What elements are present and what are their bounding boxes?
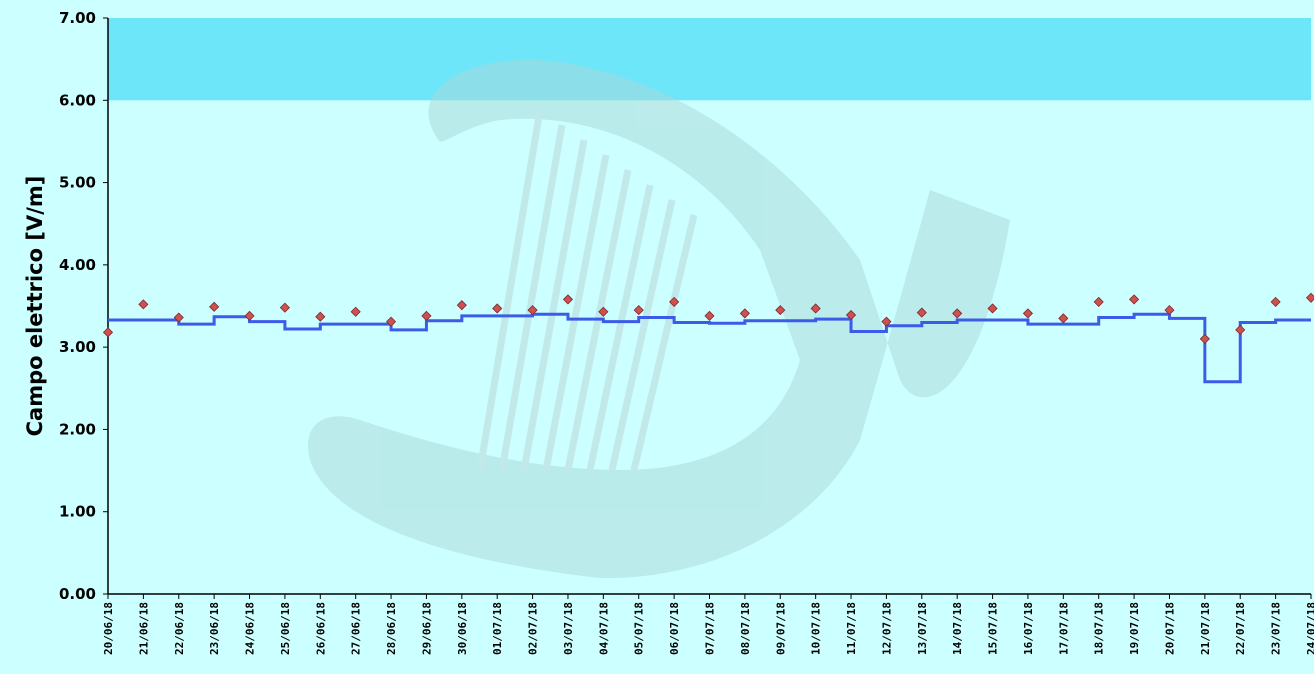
y-tick-label: 7.00 (59, 9, 96, 27)
data-point (987, 303, 998, 314)
x-tick-label: 03/07/18 (562, 602, 575, 655)
data-point (456, 300, 467, 311)
x-tick-label: 21/07/18 (1199, 602, 1212, 655)
data-point (1235, 324, 1246, 335)
x-tick-label: 05/07/18 (633, 602, 646, 655)
x-tick-label: 28/06/18 (385, 602, 398, 655)
y-axis-title: Campo elettrico [V/m] (23, 176, 47, 437)
x-tick-label: 24/07/18 (1305, 602, 1314, 655)
watermark-harp-string (608, 199, 676, 471)
data-point (1022, 308, 1034, 319)
x-tick-label: 17/07/18 (1057, 602, 1070, 655)
watermark-harp-string (520, 139, 588, 471)
x-tick-label: 16/07/18 (1022, 602, 1035, 655)
data-point (279, 302, 290, 313)
data-point (102, 327, 114, 338)
watermark-harp-string (476, 109, 544, 471)
y-tick-label: 1.00 (59, 503, 96, 521)
y-axis-ticks: 0.00 1.00 2.00 3.00 4.00 5.00 6.00 7.00 (59, 9, 108, 603)
data-point (173, 312, 184, 323)
data-point (845, 309, 857, 321)
data-point (1164, 305, 1175, 316)
x-tick-label: 13/07/18 (916, 602, 929, 655)
data-point (1270, 296, 1281, 307)
x-tick-label: 07/07/18 (704, 602, 717, 655)
x-tick-label: 27/06/18 (350, 602, 363, 655)
x-tick-label: 18/07/18 (1093, 602, 1106, 655)
x-tick-label: 19/07/18 (1128, 602, 1141, 655)
data-point (385, 316, 397, 327)
threshold-band (108, 18, 1311, 101)
data-point (598, 306, 609, 317)
x-tick-label: 30/06/18 (456, 602, 469, 655)
x-axis-ticks: 20/06/18 21/06/18 22/06/18 23/06/18 24/06/18… (102, 594, 1314, 655)
data-point (810, 303, 821, 314)
x-tick-label: 24/06/18 (244, 602, 257, 655)
y-tick-label: 2.00 (59, 420, 96, 438)
data-point (1093, 296, 1104, 307)
x-tick-label: 15/07/18 (987, 602, 1000, 655)
data-point (704, 310, 715, 321)
data-point (916, 307, 927, 318)
data-point (633, 305, 644, 316)
x-tick-label: 22/06/18 (173, 602, 186, 655)
y-tick-label: 5.00 (59, 174, 96, 192)
data-point (739, 308, 750, 319)
watermark-harp-logo (308, 59, 1011, 579)
data-point (775, 305, 786, 316)
scatter-points (102, 292, 1314, 344)
watermark-harp-string (586, 184, 654, 471)
data-point (138, 299, 149, 310)
x-tick-label: 29/06/18 (420, 602, 433, 655)
mean-step-line (108, 312, 1311, 384)
x-tick-label: 25/06/18 (279, 602, 292, 655)
x-tick-label: 20/07/18 (1163, 602, 1176, 655)
data-point (562, 294, 574, 305)
y-tick-label: 6.00 (59, 91, 96, 109)
x-tick-label: 12/07/18 (880, 602, 893, 655)
y-tick-label: 0.00 (59, 585, 96, 603)
watermark-harp-strings (476, 109, 698, 471)
data-point (315, 311, 326, 322)
x-tick-label: 04/07/18 (597, 602, 610, 655)
data-point (1305, 292, 1314, 303)
x-tick-label: 10/07/18 (810, 602, 823, 655)
data-point (421, 310, 432, 321)
x-tick-label: 23/06/18 (208, 602, 221, 655)
data-point (881, 316, 892, 327)
x-tick-label: 06/07/18 (668, 602, 681, 655)
x-tick-label: 14/07/18 (951, 602, 964, 655)
data-point (209, 301, 220, 312)
watermark-harp-frame (308, 59, 1011, 579)
x-tick-label: 02/07/18 (527, 602, 540, 655)
y-tick-label: 4.00 (59, 256, 96, 274)
x-tick-label: 08/07/18 (739, 602, 752, 655)
x-tick-label: 23/07/18 (1270, 602, 1283, 655)
data-point (1199, 333, 1210, 344)
watermark-harp-string (630, 214, 698, 471)
data-point (350, 306, 361, 317)
data-point (492, 303, 503, 314)
x-tick-label: 11/07/18 (845, 602, 858, 655)
data-point (244, 310, 255, 321)
data-point (669, 296, 680, 307)
x-tick-label: 26/06/18 (314, 602, 327, 655)
data-point (1058, 313, 1069, 324)
data-point (952, 308, 963, 319)
x-tick-label: 09/07/18 (774, 602, 787, 655)
data-point (527, 305, 538, 316)
y-tick-label: 3.00 (59, 338, 96, 356)
x-tick-label: 01/07/18 (491, 602, 504, 655)
x-tick-label: 20/06/18 (102, 602, 115, 655)
watermark-harp-string (498, 124, 566, 471)
watermark-harp-string (542, 154, 610, 471)
data-point (1129, 294, 1140, 305)
x-tick-label: 21/06/18 (137, 602, 150, 655)
x-tick-label: 22/07/18 (1234, 602, 1247, 655)
